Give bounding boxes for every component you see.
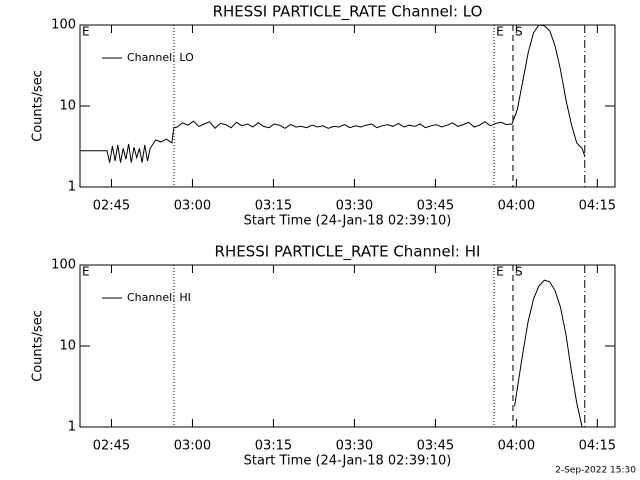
x-tick-label: 02:45 (93, 439, 130, 454)
y-tick-label: 1 (68, 180, 76, 195)
legend-label: Channel: HI (127, 291, 191, 304)
annotation: E (82, 265, 90, 279)
x-axis-label: Start Time (24-Jan-18 02:39:10) (244, 214, 452, 229)
x-axis-label: Start Time (24-Jan-18 02:39:10) (244, 454, 452, 469)
x-tick-label: 03:15 (255, 199, 292, 214)
y-tick-label: 100 (51, 258, 76, 273)
legend-label: Channel: LO (127, 51, 194, 64)
x-tick-label: 03:30 (336, 439, 373, 454)
footer: 2-Sep-2022 15:30 (555, 466, 636, 476)
y-axis-label: Counts/sec (31, 70, 46, 142)
y-tick-label: 100 (51, 18, 76, 33)
x-tick-label: 03:45 (417, 199, 454, 214)
plot-frame (79, 264, 616, 428)
x-tick-label: 03:45 (417, 439, 454, 454)
y-tick-label: 10 (59, 339, 76, 354)
x-tick-label: 04:15 (579, 199, 616, 214)
chart-title: RHESSI PARTICLE_RATE Channel: LO (213, 3, 483, 22)
chart-title: RHESSI PARTICLE_RATE Channel: HI (215, 243, 481, 262)
annotation: E (496, 265, 504, 279)
annotation: S (515, 265, 523, 279)
x-tick-label: 03:15 (255, 439, 292, 454)
plot-frame (79, 24, 616, 188)
x-tick-label: 03:30 (336, 199, 373, 214)
x-tick-label: 03:00 (174, 439, 211, 454)
x-tick-label: 04:00 (498, 439, 535, 454)
series-line (514, 279, 583, 428)
y-tick-label: 1 (68, 420, 76, 435)
x-tick-label: 02:45 (93, 199, 130, 214)
x-tick-label: 04:00 (498, 199, 535, 214)
annotation: E (496, 25, 504, 39)
series-line (80, 24, 586, 163)
x-tick-label: 04:15 (579, 439, 616, 454)
y-tick-label: 10 (59, 99, 76, 114)
y-axis-label: Counts/sec (31, 310, 46, 382)
annotation: E (82, 25, 90, 39)
x-tick-label: 03:00 (174, 199, 211, 214)
annotation: S (515, 25, 523, 39)
